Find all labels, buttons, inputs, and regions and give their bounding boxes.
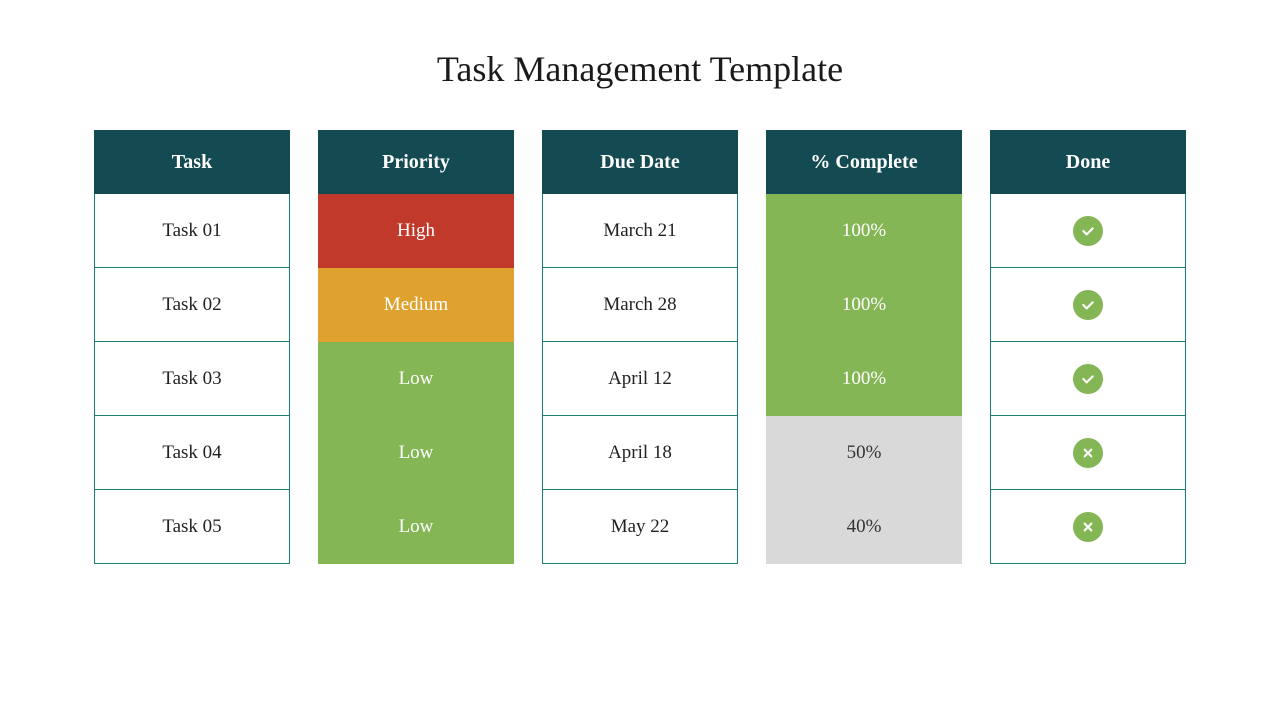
complete-cell: 50% bbox=[766, 416, 962, 490]
priority-cell: Medium bbox=[318, 268, 514, 342]
header-complete: % Complete bbox=[766, 130, 962, 194]
check-icon bbox=[1073, 290, 1103, 320]
complete-cell: 100% bbox=[766, 194, 962, 268]
due-cell: May 22 bbox=[542, 490, 738, 564]
header-done: Done bbox=[990, 130, 1186, 194]
complete-cell: 100% bbox=[766, 268, 962, 342]
task-cell: Task 05 bbox=[94, 490, 290, 564]
check-icon bbox=[1073, 216, 1103, 246]
header-due: Due Date bbox=[542, 130, 738, 194]
task-cell: Task 04 bbox=[94, 416, 290, 490]
column-complete: % Complete 100% 100% 100% 50% 40% bbox=[766, 130, 962, 564]
done-cell bbox=[990, 416, 1186, 490]
header-task: Task bbox=[94, 130, 290, 194]
header-priority: Priority bbox=[318, 130, 514, 194]
done-cell bbox=[990, 268, 1186, 342]
complete-cell: 40% bbox=[766, 490, 962, 564]
task-cell: Task 03 bbox=[94, 342, 290, 416]
check-icon bbox=[1073, 364, 1103, 394]
complete-cell: 100% bbox=[766, 342, 962, 416]
column-priority: Priority High Medium Low Low Low bbox=[318, 130, 514, 564]
due-cell: April 18 bbox=[542, 416, 738, 490]
priority-cell: Low bbox=[318, 416, 514, 490]
done-cell bbox=[990, 490, 1186, 564]
cross-icon bbox=[1073, 512, 1103, 542]
column-due: Due Date March 21 March 28 April 12 Apri… bbox=[542, 130, 738, 564]
due-cell: March 21 bbox=[542, 194, 738, 268]
priority-cell: Low bbox=[318, 342, 514, 416]
task-cell: Task 02 bbox=[94, 268, 290, 342]
done-cell bbox=[990, 342, 1186, 416]
due-cell: March 28 bbox=[542, 268, 738, 342]
done-cell bbox=[990, 194, 1186, 268]
priority-cell: Low bbox=[318, 490, 514, 564]
due-cell: April 12 bbox=[542, 342, 738, 416]
column-done: Done bbox=[990, 130, 1186, 564]
task-cell: Task 01 bbox=[94, 194, 290, 268]
priority-cell: High bbox=[318, 194, 514, 268]
page-title: Task Management Template bbox=[0, 0, 1280, 130]
task-table: Task Task 01 Task 02 Task 03 Task 04 Tas… bbox=[0, 130, 1280, 564]
column-task: Task Task 01 Task 02 Task 03 Task 04 Tas… bbox=[94, 130, 290, 564]
cross-icon bbox=[1073, 438, 1103, 468]
